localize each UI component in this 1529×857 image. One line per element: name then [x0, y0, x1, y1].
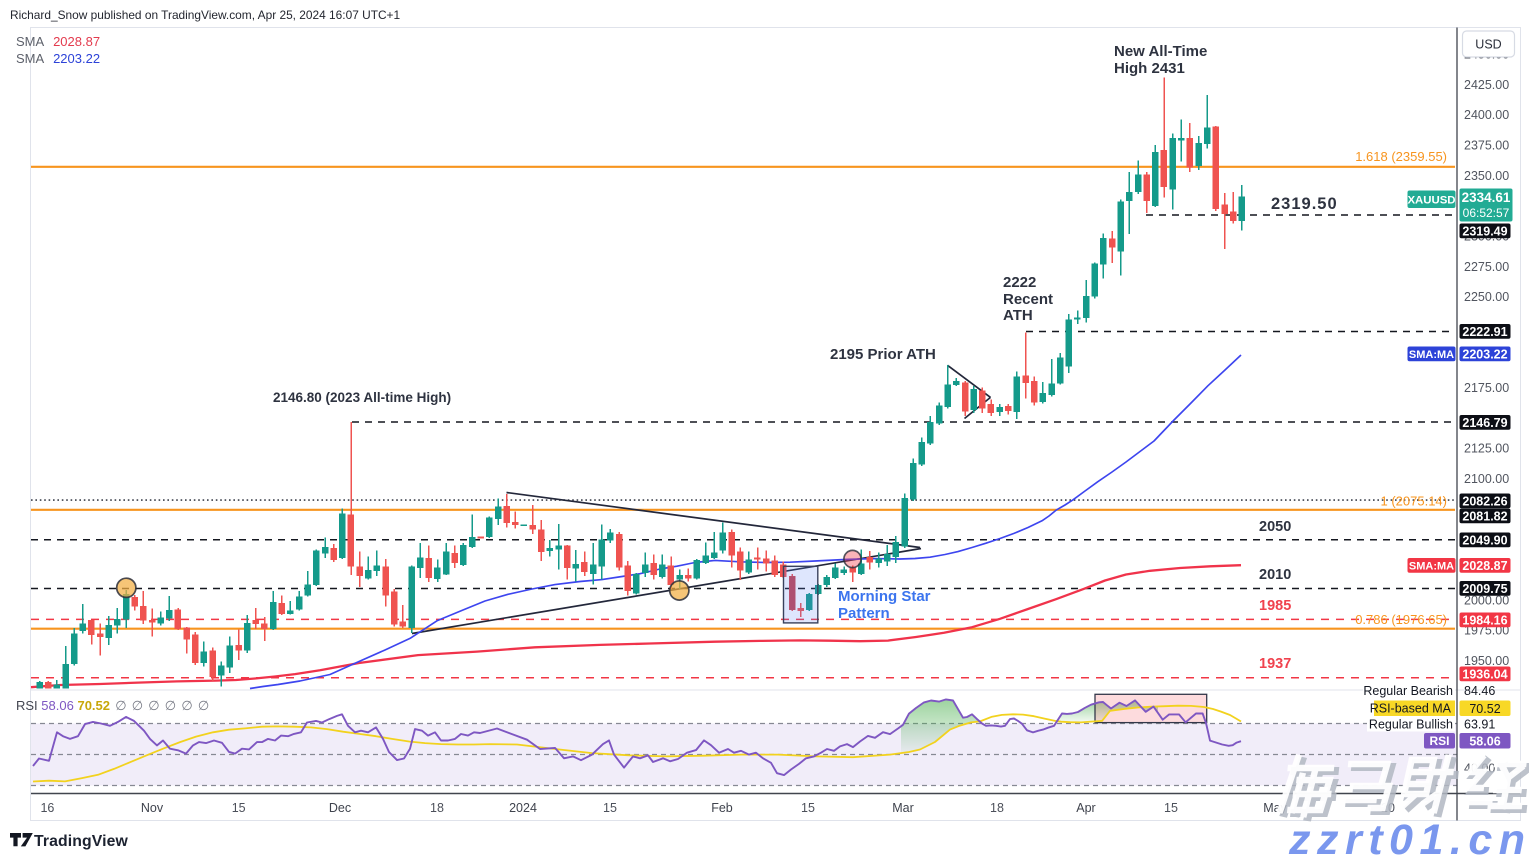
svg-text:2400.00: 2400.00 [1464, 108, 1509, 122]
svg-text:RSI-based MA: RSI-based MA [1370, 702, 1452, 716]
svg-text:Regular Bullish: Regular Bullish [1369, 718, 1453, 732]
svg-text:15: 15 [232, 801, 246, 815]
svg-text:Morning Star: Morning Star [838, 588, 931, 605]
svg-text:XAUUSD: XAUUSD [1407, 194, 1455, 206]
svg-text:2175.00: 2175.00 [1464, 381, 1509, 395]
svg-text:15: 15 [801, 801, 815, 815]
svg-text:New All-Time: New All-Time [1114, 43, 1207, 60]
svg-text:1 (2075.14): 1 (2075.14) [1381, 494, 1448, 509]
svg-text:TradingView: TradingView [34, 833, 128, 850]
svg-text:70.52: 70.52 [1469, 702, 1500, 716]
svg-text:58.06: 58.06 [1469, 734, 1500, 748]
svg-text:2319.49: 2319.49 [1462, 224, 1507, 238]
svg-text:Mar: Mar [892, 801, 914, 815]
svg-text:zzrt01.cn: zzrt01.cn [1288, 816, 1529, 857]
svg-text:Richard_Snow published on Trad: Richard_Snow published on TradingView.co… [10, 8, 400, 22]
svg-text:2350.00: 2350.00 [1464, 169, 1509, 183]
svg-text:1937: 1937 [1259, 656, 1291, 672]
svg-text:2222: 2222 [1003, 274, 1036, 291]
svg-text:ATH: ATH [1003, 307, 1033, 324]
svg-text:Feb: Feb [711, 801, 733, 815]
svg-text:15: 15 [1164, 801, 1178, 815]
svg-text:2146.80 (2023 All-time High): 2146.80 (2023 All-time High) [273, 390, 451, 405]
svg-text:1936.04: 1936.04 [1462, 667, 1507, 681]
svg-text:2250.00: 2250.00 [1464, 290, 1509, 304]
svg-text:High 2431: High 2431 [1114, 60, 1185, 77]
svg-text:2319.50: 2319.50 [1271, 195, 1338, 213]
svg-text:18: 18 [990, 801, 1004, 815]
svg-text:SMA:MA: SMA:MA [1409, 560, 1454, 572]
svg-text:2275.00: 2275.00 [1464, 260, 1509, 274]
svg-text:18: 18 [430, 801, 444, 815]
svg-text:16: 16 [40, 801, 54, 815]
svg-text:1.618 (2359.55): 1.618 (2359.55) [1355, 149, 1447, 164]
svg-text:2334.61: 2334.61 [1462, 190, 1511, 205]
svg-text:0.786 (1976.65): 0.786 (1976.65) [1355, 612, 1447, 627]
svg-text:Pattern: Pattern [838, 605, 890, 622]
svg-text:2028.87: 2028.87 [1462, 559, 1507, 573]
svg-text:2375.00: 2375.00 [1464, 138, 1509, 152]
svg-text:2081.82: 2081.82 [1462, 509, 1507, 523]
svg-text:2203.22: 2203.22 [1462, 347, 1507, 361]
svg-text:1950.00: 1950.00 [1464, 654, 1509, 668]
svg-text:SMA 2028.87: SMA 2028.87 [16, 34, 100, 49]
svg-text:06:52:57: 06:52:57 [1463, 206, 1510, 220]
svg-text:Nov: Nov [141, 801, 164, 815]
svg-text:2050: 2050 [1259, 519, 1291, 535]
svg-text:2125.00: 2125.00 [1464, 442, 1509, 456]
svg-text:USD: USD [1475, 38, 1501, 52]
svg-text:2222.91: 2222.91 [1462, 325, 1507, 339]
svg-text:2425.00: 2425.00 [1464, 78, 1509, 92]
svg-text:2082.26: 2082.26 [1462, 494, 1507, 508]
svg-text:2049.90: 2049.90 [1462, 533, 1507, 547]
svg-text:2000.00: 2000.00 [1464, 593, 1509, 607]
svg-text:2024: 2024 [509, 801, 537, 815]
svg-text:84.46: 84.46 [1464, 684, 1495, 698]
svg-text:15: 15 [603, 801, 617, 815]
svg-text:2195 Prior ATH: 2195 Prior ATH [830, 346, 936, 363]
svg-text:2146.79: 2146.79 [1462, 416, 1507, 430]
svg-text:Regular Bearish: Regular Bearish [1363, 684, 1453, 698]
svg-text:Dec: Dec [329, 801, 351, 815]
svg-text:63.91: 63.91 [1464, 718, 1495, 732]
svg-text:1985: 1985 [1259, 598, 1291, 614]
svg-text:2009.75: 2009.75 [1462, 582, 1507, 596]
svg-text:SMA 2203.22: SMA 2203.22 [16, 51, 100, 66]
svg-text:1984.16: 1984.16 [1462, 613, 1507, 627]
svg-text:SMA:MA: SMA:MA [1409, 349, 1454, 361]
svg-text:Apr: Apr [1076, 801, 1095, 815]
svg-text:2100.00: 2100.00 [1464, 472, 1509, 486]
svg-text:2010: 2010 [1259, 567, 1291, 583]
svg-text:RSI: RSI [1429, 734, 1449, 748]
svg-text:Recent: Recent [1003, 291, 1053, 308]
